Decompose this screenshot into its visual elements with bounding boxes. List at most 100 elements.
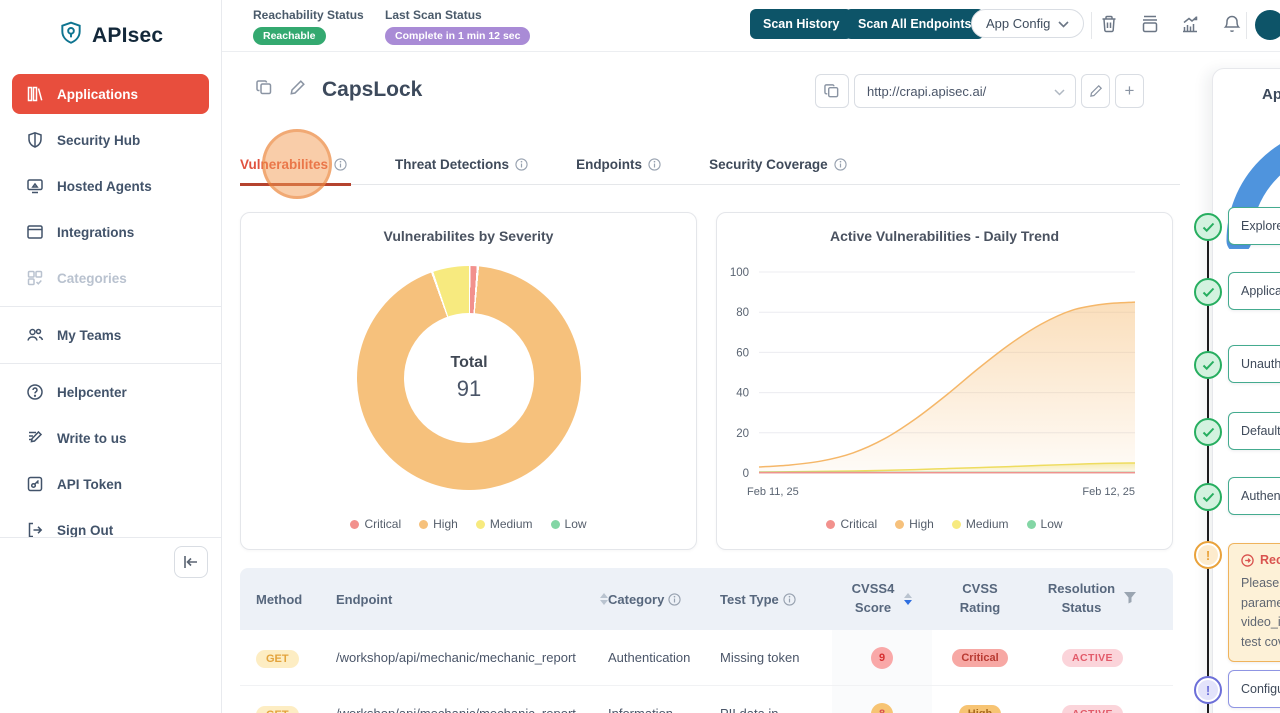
- col-header-cvss-rating-label: CVSS Rating: [959, 581, 1001, 615]
- helpcenter-icon: [26, 383, 44, 401]
- legend-label: High: [433, 517, 458, 531]
- legend-item-low[interactable]: Low: [550, 517, 587, 531]
- resolution-status-badge: ACTIVE: [1062, 704, 1123, 713]
- scan-all-endpoints-button[interactable]: Scan All Endpoints: [845, 9, 985, 39]
- tab-endpoints[interactable]: Endpoints: [576, 145, 661, 185]
- sidebar-item-label: Security Hub: [57, 132, 141, 148]
- sidebar-item-integrations[interactable]: Integrations: [12, 212, 209, 252]
- scan-history-button[interactable]: Scan History: [750, 9, 853, 39]
- sidebar-item-hosted-agents[interactable]: Hosted Agents: [12, 166, 209, 206]
- legend-item-high[interactable]: High: [895, 517, 934, 531]
- step-card-label: Authentic: [1241, 489, 1280, 503]
- legend-item-high[interactable]: High: [419, 517, 458, 531]
- svg-text:0: 0: [743, 468, 749, 480]
- severity-donut-card: Vulnerabilites by Severity Total 91 Crit…: [240, 212, 697, 550]
- step-card-authentic[interactable]: Authentic: [1228, 477, 1280, 515]
- cell-category: Authentication: [608, 650, 691, 665]
- copy-url-icon[interactable]: [815, 74, 849, 108]
- sidebar-item-helpcenter[interactable]: Helpcenter: [12, 372, 209, 412]
- legend-item-low[interactable]: Low: [1026, 517, 1063, 531]
- donut-legend: Critical High Medium Low: [241, 517, 696, 531]
- sidebar-item-sign-out[interactable]: Sign Out: [12, 510, 209, 550]
- sidebar-divider: [0, 306, 221, 307]
- step-card-explore-y[interactable]: Explore y: [1228, 207, 1280, 245]
- tab-vulnerabilites[interactable]: Vulnerabilites: [240, 145, 352, 186]
- user-avatar[interactable]: [1255, 10, 1280, 40]
- table-row[interactable]: GET/workshop/api/mechanic/mechanic_repor…: [240, 686, 1173, 713]
- legend-item-medium[interactable]: Medium: [951, 517, 1009, 531]
- edit-url-button[interactable]: [1081, 74, 1110, 108]
- tab-security-coverage[interactable]: Security Coverage: [709, 145, 847, 185]
- tab-bar: Vulnerabilites Threat Detections Endpoints…: [240, 145, 1180, 186]
- step-card-default-a[interactable]: Default A: [1228, 412, 1280, 450]
- recommendation-card[interactable]: Recomm Please prparametevideo_idtest cove: [1228, 543, 1280, 662]
- write-to-us-icon: [26, 429, 44, 447]
- col-header-cvss-rating: CVSS Rating: [932, 580, 1028, 618]
- legend-dot: [951, 519, 961, 529]
- sidebar-item-my-teams[interactable]: My Teams: [12, 315, 209, 355]
- col-header-endpoint-label: Endpoint: [336, 591, 393, 607]
- trend-chart-card: Active Vulnerabilities - Daily Trend 0 20…: [716, 212, 1173, 550]
- step-card-label: Applicatio: [1241, 284, 1280, 298]
- timeline-line: [1207, 227, 1209, 713]
- sidebar-item-security-hub[interactable]: Security Hub: [12, 120, 209, 160]
- sidebar-item-categories: Categories: [12, 258, 209, 298]
- sort-endpoint-icon[interactable]: [600, 593, 608, 605]
- info-icon[interactable]: [668, 592, 681, 606]
- legend-label: Low: [564, 517, 587, 531]
- legend-item-critical[interactable]: Critical: [826, 517, 877, 531]
- app-config-dropdown[interactable]: App Config: [971, 9, 1085, 38]
- vulnerabilities-table: Method Endpoint Category Test Type CVSS4…: [240, 568, 1173, 713]
- tab-label: Vulnerabilites: [240, 157, 329, 172]
- info-icon[interactable]: [515, 158, 528, 171]
- check-circle-icon: [1194, 278, 1222, 306]
- cvss-rating-badge: Critical: [952, 648, 1008, 667]
- sidebar-item-write-to-us[interactable]: Write to us: [12, 418, 209, 458]
- step-card-configure[interactable]: Configure: [1228, 670, 1280, 708]
- sidebar-item-label: Sign Out: [57, 522, 114, 538]
- table-header-row: Method Endpoint Category Test Type CVSS4…: [240, 568, 1173, 630]
- step-card-unauthor[interactable]: Unauthor: [1228, 345, 1280, 383]
- legend-item-critical[interactable]: Critical: [350, 517, 401, 531]
- host-url-select[interactable]: http://crapi.apisec.ai/: [854, 74, 1076, 108]
- cell-category: Information: [608, 706, 720, 713]
- topbar: Reachability Status Reachable Last Scan …: [222, 0, 1280, 52]
- legend-dot: [1026, 519, 1036, 529]
- sidebar-item-api-token[interactable]: API Token: [12, 464, 209, 504]
- sort-cvss4-score-icon[interactable]: [904, 593, 913, 605]
- step-card-label: Default A: [1241, 424, 1280, 438]
- trend-chart-title: Active Vulnerabilities - Daily Trend: [830, 228, 1059, 244]
- legend-item-medium[interactable]: Medium: [475, 517, 533, 531]
- add-url-button[interactable]: +: [1115, 74, 1144, 108]
- legend-label: Critical: [364, 517, 402, 531]
- cvss4-score-badge: 8: [871, 702, 893, 713]
- severity-donut-chart: Total 91: [357, 266, 581, 490]
- copy-app-name-icon[interactable]: [256, 79, 273, 101]
- col-header-test-type-label: Test Type: [720, 591, 779, 607]
- sidebar-item-label: Integrations: [57, 224, 135, 240]
- filter-icon[interactable]: [1123, 591, 1137, 607]
- sidebar-item-label: Categories: [57, 270, 127, 286]
- cell-method: GET: [256, 650, 336, 668]
- sidebar-item-applications[interactable]: Applications: [12, 74, 209, 114]
- info-icon[interactable]: [334, 158, 347, 171]
- edit-app-name-icon[interactable]: [289, 79, 306, 101]
- check-circle-icon: [1194, 418, 1222, 446]
- analytics-icon[interactable]: [1179, 13, 1201, 35]
- app-config-label: App Config: [986, 16, 1051, 31]
- info-icon[interactable]: [648, 158, 661, 171]
- bell-icon[interactable]: [1221, 13, 1243, 35]
- trash-icon[interactable]: [1098, 13, 1120, 35]
- step-card-applicatio[interactable]: Applicatio: [1228, 272, 1280, 310]
- info-icon[interactable]: [783, 592, 796, 606]
- tab-threat-detections[interactable]: Threat Detections: [395, 145, 528, 185]
- col-header-cvss4-score: CVSS4 Score: [832, 568, 932, 630]
- archive-icon[interactable]: [1139, 13, 1161, 35]
- table-row[interactable]: GET/workshop/api/mechanic/mechanic_repor…: [240, 630, 1173, 686]
- info-icon[interactable]: [833, 158, 847, 171]
- sidebar-collapse-button[interactable]: [174, 546, 208, 578]
- alert-circle-icon: !: [1194, 676, 1222, 704]
- legend-dot: [826, 519, 836, 529]
- url-cluster: http://crapi.apisec.ai/ +: [815, 74, 1144, 108]
- topbar-divider: [1091, 12, 1092, 39]
